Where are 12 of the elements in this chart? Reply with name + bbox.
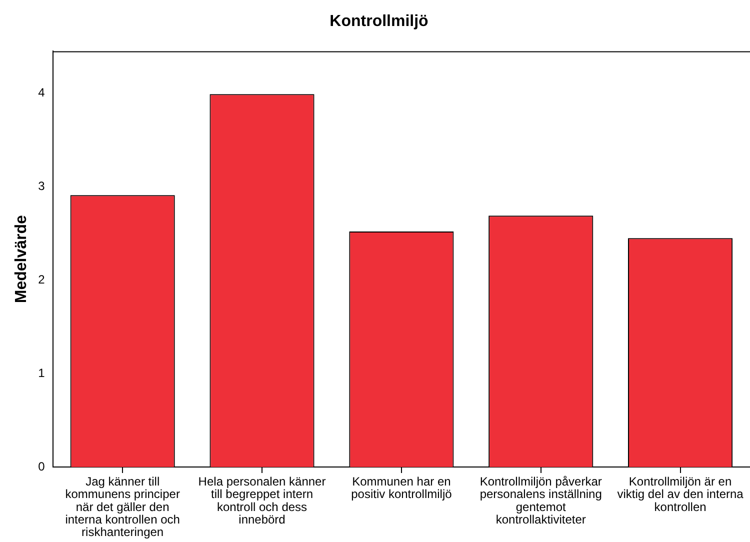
y-tick-label: 3 — [38, 179, 46, 193]
chart-title: Kontrollmiljö — [330, 13, 429, 30]
x-tick-label: Hela personalen känner till begreppet intern kontroll och dess innebörd — [198, 474, 326, 526]
x-tick-label: Kommunen har en positiv kontrollmiljö — [351, 474, 452, 502]
x-tick-label: Jag känner till kommunens principer när det gäller den interna kontrollen och riskhanteringen — [65, 474, 180, 540]
y-tick-label: 4 — [38, 86, 46, 100]
y-tick-label: 1 — [38, 366, 46, 380]
x-tick-label: Kontrollmiljön är en viktig del av den interna kontrollen — [617, 474, 744, 514]
y-tick-label: 2 — [38, 272, 46, 286]
x-tick-label: Kontrollmiljön påverkar personalens inställning gentemot kontrollaktiviteter — [480, 474, 602, 526]
y-tick-label: 0 — [38, 459, 46, 474]
y-axis-title: Medelvärde — [13, 214, 30, 304]
